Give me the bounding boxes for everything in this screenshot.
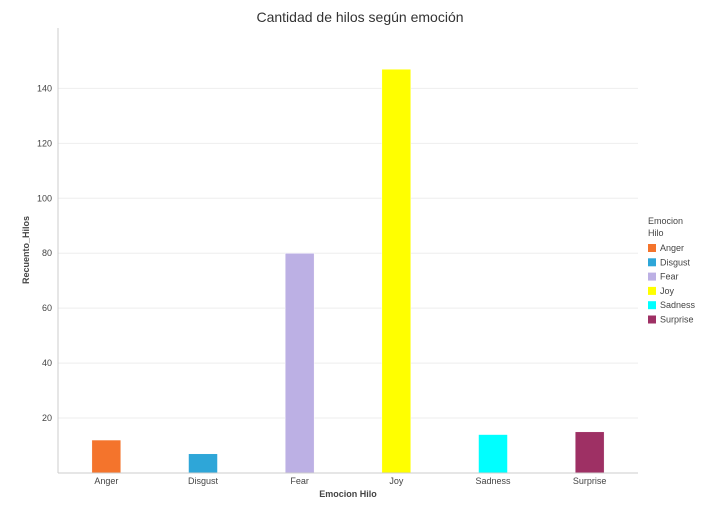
bar-surprise[interactable] <box>574 431 605 474</box>
legend-swatch-anger[interactable] <box>648 244 656 252</box>
x-tick-label: Anger <box>94 476 118 486</box>
x-tick-label: Sadness <box>475 476 511 486</box>
y-tick-label: 20 <box>42 413 52 423</box>
bar-fear[interactable] <box>284 252 315 474</box>
y-tick-label: 120 <box>37 138 52 148</box>
legend-swatch-sadness[interactable] <box>648 301 656 310</box>
x-tick-label: Disgust <box>188 476 219 486</box>
legend-label-anger[interactable]: Anger <box>660 243 684 253</box>
bar-sadness[interactable] <box>478 434 508 474</box>
legend-label-sadness[interactable]: Sadness <box>660 300 696 310</box>
legend-swatch-surprise[interactable] <box>648 315 656 324</box>
x-axis-label: Emocion Hilo <box>319 489 377 499</box>
legend-label-joy[interactable]: Joy <box>660 286 675 296</box>
bars-group <box>91 68 605 474</box>
y-axis-label: Recuento_Hilos <box>21 216 31 284</box>
gridlines <box>58 87 638 419</box>
legend-items: Anger Disgust Fear Joy Sadness Surprise <box>648 243 696 325</box>
legend-label-disgust[interactable]: Disgust <box>660 257 691 267</box>
bar-anger[interactable] <box>91 439 122 474</box>
legend-swatch-disgust[interactable] <box>648 258 656 267</box>
y-tick-label: 140 <box>37 83 52 93</box>
legend-label-surprise[interactable]: Surprise <box>660 315 694 325</box>
legend-swatch-joy[interactable] <box>648 286 656 295</box>
legend-swatch-fear[interactable] <box>648 272 656 281</box>
y-tick-label: 40 <box>42 358 52 368</box>
legend-title-line-2: Hilo <box>648 228 664 238</box>
legend-label-fear[interactable]: Fear <box>660 272 679 282</box>
legend-title-line-1: Emocion <box>648 216 683 226</box>
x-tick-label: Joy <box>389 476 404 486</box>
y-tick-label: 100 <box>37 193 52 203</box>
x-tick-label: Surprise <box>573 476 607 486</box>
y-tick-label: 60 <box>42 303 52 313</box>
x-tick-label: Fear <box>290 476 309 486</box>
legend: Emocion Hilo Anger Disgust Fear Joy Sadness S… <box>648 216 696 325</box>
y-tick-labels: 20 40 60 80 100 120 140 <box>37 83 52 423</box>
y-tick-label: 80 <box>42 248 52 258</box>
x-tick-labels: Anger Disgust Fear Joy Sadness Surprise <box>94 476 606 486</box>
bar-disgust[interactable] <box>188 453 218 474</box>
chart-title: Cantidad de hilos según emoción <box>256 9 463 25</box>
bar-joy[interactable] <box>381 68 412 474</box>
